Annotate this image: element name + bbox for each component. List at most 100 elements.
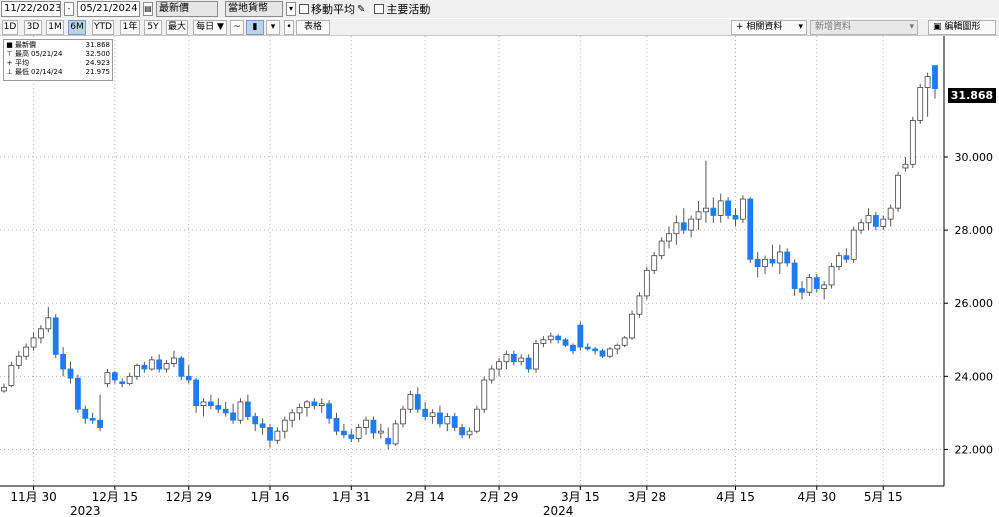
- start-date-field[interactable]: 11/22/2023: [1, 1, 61, 17]
- legend-value: 24.923: [85, 59, 111, 67]
- period-button-6m[interactable]: 6M: [68, 20, 86, 35]
- candle-down: [222, 408, 229, 414]
- period-button-ytd[interactable]: YTD: [92, 20, 114, 35]
- candle-up: [621, 337, 628, 346]
- currency-select[interactable]: 當地貨幣: [225, 1, 283, 17]
- candle-down: [437, 412, 443, 425]
- candle-up: [23, 346, 30, 357]
- legend-row-low: ⊥ 最低 02/14/24 21.975: [6, 68, 110, 77]
- candle-up: [703, 207, 709, 213]
- candle-down: [267, 427, 273, 441]
- edit-chart-button[interactable]: ▣ 編輯圖形: [928, 20, 996, 35]
- candle-down: [932, 65, 938, 90]
- moving-average-box[interactable]: [299, 4, 309, 14]
- candle-down: [52, 317, 59, 355]
- candles: [1, 65, 938, 450]
- candle-up: [503, 353, 510, 363]
- legend-value: 32.500: [85, 50, 111, 58]
- table-view-button[interactable]: 表格: [296, 20, 330, 35]
- x-tick-label: 12月 29: [166, 490, 212, 504]
- candle-down: [185, 375, 192, 381]
- moving-average-checkbox[interactable]: 移動平均 ✎: [299, 1, 365, 17]
- chart-style-line-icon[interactable]: ~: [230, 20, 244, 35]
- x-tick-label: 3月 15: [561, 490, 600, 504]
- candle-down: [178, 357, 185, 377]
- legend-label: 最新價: [15, 41, 36, 49]
- new-data-button[interactable]: 新增資料 ▾: [810, 20, 918, 35]
- candle-down: [584, 346, 591, 350]
- candle-up: [629, 313, 635, 339]
- x-tick-label: 3月 28: [627, 490, 666, 504]
- candle-up: [289, 412, 296, 421]
- chevron-down-icon: ▼: [214, 22, 224, 32]
- period-button-max[interactable]: 最大: [166, 20, 188, 35]
- x-tick-label: 11月 30: [10, 490, 56, 504]
- end-date-field[interactable]: 05/21/2024: [77, 1, 140, 17]
- chart-legend: ■ 最新價 31.868 ⊤ 最高 05/21/24 32.500 + 平均 24.92…: [3, 39, 113, 81]
- candle-down: [784, 251, 791, 264]
- key-events-box[interactable]: [374, 4, 385, 14]
- candle-up: [473, 408, 480, 432]
- calendar-icon[interactable]: ▤: [143, 2, 153, 16]
- key-events-label: 主要活動: [386, 3, 431, 16]
- currency-dropdown-icon[interactable]: ▾: [286, 2, 296, 16]
- candle-up: [636, 295, 643, 315]
- related-data-label: 相關資料: [746, 22, 783, 32]
- candle-down: [525, 357, 532, 370]
- candle-down: [725, 200, 732, 216]
- x-tick-label: 2月 29: [480, 490, 519, 504]
- period-button-1y[interactable]: 1年: [120, 20, 140, 35]
- candle-up: [821, 284, 828, 289]
- toolbar-row-2: 1D 3D 1M 6M YTD 1年 5Y 最大 每日 ▼ ~ ▮ ▾ • 表格…: [0, 19, 999, 36]
- candle-up: [126, 375, 133, 385]
- candle-up: [481, 379, 488, 410]
- frequency-label: 每日: [196, 22, 215, 32]
- period-button-3d[interactable]: 3D: [24, 20, 42, 35]
- candle-down: [769, 258, 776, 264]
- candle-down: [385, 438, 392, 445]
- candle-up: [163, 363, 170, 370]
- candle-up: [45, 317, 52, 330]
- period-button-5y[interactable]: 5Y: [144, 20, 162, 35]
- candle-up: [880, 218, 887, 227]
- x-tick-label: 4月 30: [797, 490, 836, 504]
- x-tick-label: 4月 15: [716, 490, 755, 504]
- legend-value: 31.868: [85, 41, 111, 49]
- candle-up: [651, 255, 658, 271]
- y-axis: 22.000 24.000 26.000 28.000 30.000: [943, 36, 994, 486]
- candle-down: [510, 353, 517, 363]
- candle-down: [570, 344, 576, 352]
- candle-down: [422, 408, 429, 417]
- related-data-button[interactable]: + 相關資料 ▾: [731, 20, 807, 35]
- candle-down: [141, 364, 148, 370]
- chart-style-more-icon[interactable]: ▾: [266, 20, 280, 35]
- period-button-1m[interactable]: 1M: [46, 20, 64, 35]
- candle-up: [902, 163, 909, 169]
- dot-icon[interactable]: •: [284, 20, 294, 35]
- high-icon: ⊤: [6, 50, 13, 58]
- key-events-checkbox[interactable]: 主要活動: [374, 1, 430, 17]
- candle-down: [244, 401, 251, 417]
- candle-down: [592, 348, 599, 352]
- candle-down: [60, 353, 67, 370]
- candle-up: [540, 339, 547, 344]
- y-tick-label: 22.000: [955, 443, 994, 456]
- candle-down: [562, 339, 569, 346]
- edit-chart-icon: ▣: [933, 22, 945, 32]
- frequency-select[interactable]: 每日 ▼: [193, 20, 227, 35]
- x-tick-label: 2月 14: [406, 490, 445, 504]
- period-button-1d[interactable]: 1D: [2, 20, 18, 35]
- price-chart[interactable]: 22.000 24.000 26.000 28.000 30.000 11月 30 12月…: [0, 36, 999, 517]
- candle-down: [555, 335, 562, 341]
- candle-up: [15, 355, 22, 366]
- candle-up: [407, 394, 414, 410]
- x-axis: 11月 30 12月 15 12月 29 1月 16 1月 31 2月 14 2月 29 3月…: [0, 485, 944, 517]
- price-field-select[interactable]: 最新價: [156, 1, 218, 17]
- chart-style-bar-icon[interactable]: ▮: [246, 20, 264, 35]
- candle-up: [281, 419, 288, 432]
- pencil-icon[interactable]: ✎: [357, 3, 366, 15]
- candle-down: [311, 401, 318, 406]
- candle-down: [67, 368, 74, 379]
- candle-up: [304, 401, 310, 408]
- candle-down: [348, 434, 355, 439]
